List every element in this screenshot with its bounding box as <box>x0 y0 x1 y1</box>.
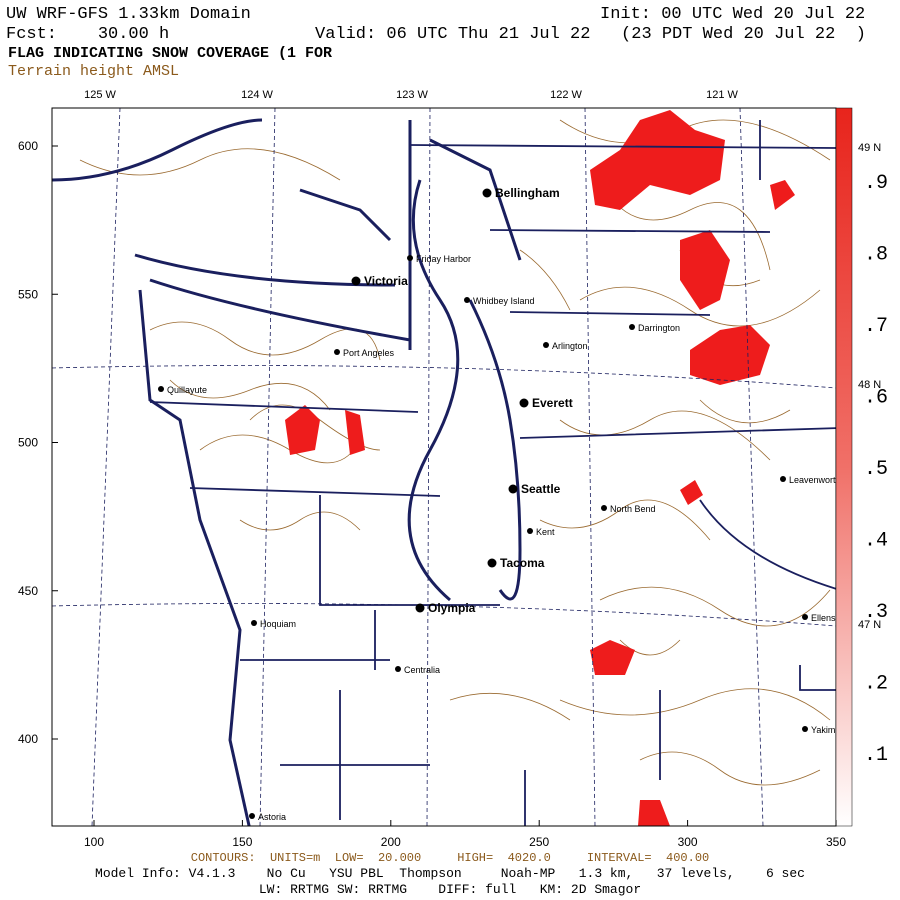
init-time: Init: 00 UTC Wed 20 Jul 22 <box>600 5 865 24</box>
city-label: Yakima <box>811 725 840 735</box>
forecast-hour: Fcst: 30.00 h <box>6 25 169 44</box>
city-label: Kent <box>536 527 555 537</box>
city-label: Victoria <box>364 274 408 288</box>
city-label: Whidbey Island <box>473 296 535 306</box>
longitude-label: 121 W <box>706 89 738 101</box>
colorbar-label: .1 <box>864 744 888 767</box>
city-marker <box>415 603 425 613</box>
colorbar <box>835 107 853 827</box>
x-tick-label: 250 <box>529 835 549 849</box>
snow-cover <box>285 110 795 826</box>
colorbar-label: .5 <box>864 458 888 481</box>
city-label: Arlington <box>552 341 588 351</box>
city-marker <box>780 476 786 482</box>
city-marker <box>508 484 518 494</box>
valid-time: Valid: 06 UTC Thu 21 Jul 22 (23 PDT Wed … <box>315 25 866 44</box>
colorbar-label: .6 <box>864 387 888 410</box>
city-label: Centralia <box>404 665 440 675</box>
x-tick-label: 300 <box>678 835 698 849</box>
map-area: Bellingham Friday Harbor Victoria Whidbey I… <box>52 108 854 826</box>
city-label: Seattle <box>521 482 561 496</box>
x-tick-label: 150 <box>232 835 252 849</box>
city-marker <box>601 505 607 511</box>
city-marker <box>802 614 808 620</box>
graticule <box>52 108 836 826</box>
city-marker <box>158 386 164 392</box>
y-tick-label: 550 <box>18 287 38 301</box>
city-marker <box>519 398 529 408</box>
city-marker <box>249 813 255 819</box>
y-tick-label: 500 <box>18 436 38 450</box>
city-marker <box>802 726 808 732</box>
city-label: Leavenworth <box>789 475 841 485</box>
latitude-label: 49 N <box>858 142 881 154</box>
colorbar-label: .4 <box>864 530 888 553</box>
overlay-name: Terrain height AMSL <box>8 63 179 80</box>
longitude-label: 122 W <box>550 89 582 101</box>
city-label: Astoria <box>258 812 286 822</box>
city-marker <box>464 297 470 303</box>
city-marker <box>251 620 257 626</box>
title: UW WRF-GFS 1.33km Domain <box>6 5 251 24</box>
y-tick-label: 400 <box>18 732 38 746</box>
city-marker <box>543 342 549 348</box>
city-label: Everett <box>532 396 573 410</box>
x-tick-label: 200 <box>381 835 401 849</box>
city-marker <box>407 255 413 261</box>
city-label: Darrington <box>638 323 680 333</box>
city-label: Friday Harbor <box>416 254 471 264</box>
x-tick-label: 100 <box>84 835 104 849</box>
city-marker <box>482 188 492 198</box>
city-label: Bellingham <box>495 186 560 200</box>
city-label: Quillayute <box>167 385 207 395</box>
city-marker <box>351 276 361 286</box>
city-label: Hoquiam <box>260 619 296 629</box>
x-tick-label: 350 <box>826 835 846 849</box>
city-label: Olympia <box>428 601 476 615</box>
city-label: Tacoma <box>500 556 545 570</box>
coastlines <box>52 118 522 826</box>
longitude-label: 124 W <box>241 89 273 101</box>
city-marker <box>395 666 401 672</box>
city-label: North Bend <box>610 504 656 514</box>
y-tick-label: 450 <box>18 584 38 598</box>
latitude-label: 47 N <box>858 619 881 631</box>
contour-info: CONTOURS: UNITS=m LOW= 20.000 HIGH= 4020… <box>191 851 709 865</box>
longitude-label: 125 W <box>84 89 116 101</box>
city-marker <box>527 528 533 534</box>
boundaries <box>149 120 836 826</box>
field-name: FLAG INDICATING SNOW COVERAGE (1 FOR <box>8 45 332 62</box>
y-tick-label: 600 <box>18 139 38 153</box>
colorbar-label: .9 <box>864 172 888 195</box>
city-marker <box>334 349 340 355</box>
city-marker <box>487 558 497 568</box>
city-label: Port Angeles <box>343 348 395 358</box>
colorbar-label: .7 <box>864 315 888 338</box>
city-marker <box>629 324 635 330</box>
physics-info: LW: RRTMG SW: RRTMG DIFF: full KM: 2D Sm… <box>259 882 641 897</box>
colorbar-label: .8 <box>864 244 888 267</box>
colorbar-label: .2 <box>864 673 888 696</box>
latitude-label: 48 N <box>858 379 881 391</box>
longitude-label: 123 W <box>396 89 428 101</box>
colorbar-label: .3 <box>864 601 888 624</box>
city-label: Ellensburg <box>811 613 854 623</box>
model-info: Model Info: V4.1.3 No Cu YSU PBL Thompso… <box>95 866 805 881</box>
